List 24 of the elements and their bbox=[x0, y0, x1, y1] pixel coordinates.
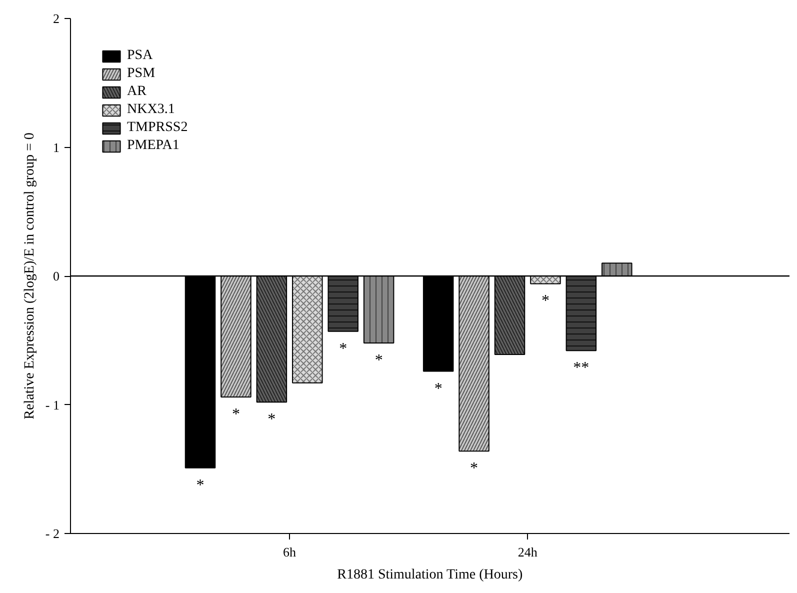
y-tick-label: 0 bbox=[53, 268, 60, 284]
legend-label: PSM bbox=[127, 66, 156, 82]
legend-label: PMEPA1 bbox=[127, 138, 180, 154]
data-label: * bbox=[232, 406, 240, 424]
data-label: * bbox=[268, 411, 276, 428]
legend-label: PSA bbox=[127, 48, 153, 64]
legend-label: NKX3.1 bbox=[127, 102, 175, 118]
x-tick-label: 6h bbox=[283, 544, 297, 560]
y-tick-label: 2 bbox=[53, 11, 60, 26]
data-label: * bbox=[196, 476, 204, 494]
data-label: ** bbox=[573, 360, 590, 377]
data-label: * bbox=[374, 352, 383, 369]
x-axis-title: R1881 Stimulation Time (Hours) bbox=[337, 568, 523, 582]
x-tick-label: 24h bbox=[518, 544, 538, 560]
legend-label: TMPRSS2 bbox=[127, 120, 188, 136]
data-label: * bbox=[339, 340, 348, 358]
data-label: * bbox=[541, 292, 550, 310]
data-label: * bbox=[434, 380, 442, 398]
data-label: * bbox=[470, 460, 478, 478]
y-tick-label: - 2 bbox=[45, 526, 60, 541]
y-tick-label: 1 bbox=[53, 140, 60, 155]
legend-label: AR bbox=[127, 84, 147, 100]
y-axis-title: Relative Expression (2logE)/E in control group = 0 bbox=[22, 132, 38, 420]
y-tick-label: - 1 bbox=[45, 397, 60, 412]
